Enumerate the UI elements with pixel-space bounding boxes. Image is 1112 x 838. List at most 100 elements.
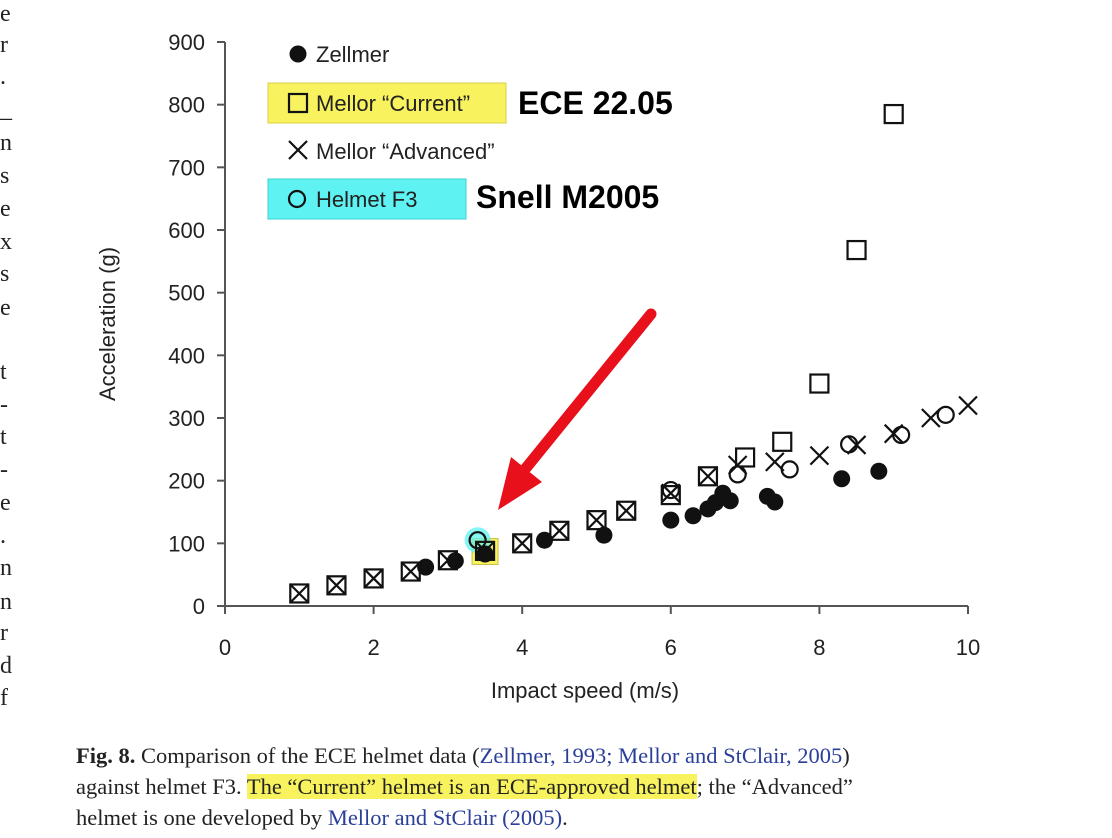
point-zellmer [417, 558, 435, 576]
y-tick-label: 800 [168, 93, 205, 118]
point-mellor-current [809, 373, 830, 394]
caption-text-2: ) [842, 743, 850, 768]
legend-marker-zellmer [289, 45, 307, 63]
point-mellor-advanced [289, 583, 310, 604]
point-mellor-current [772, 431, 793, 452]
column-fragment: - [0, 457, 8, 483]
point-mellor-advanced [661, 483, 681, 503]
point-helmet-f3 [840, 435, 859, 454]
point-zellmer [766, 493, 784, 511]
legend-label-f3: Helmet F3 [316, 187, 417, 212]
column-fragment: e [0, 490, 11, 516]
y-tick-label: 900 [168, 30, 205, 55]
y-tick-label: 300 [168, 406, 205, 431]
caption-highlight: The “Current” helmet is an ECE-approved … [246, 774, 697, 799]
point-mellor-advanced [363, 568, 384, 589]
point-zellmer [595, 526, 613, 544]
legend-marker-f3 [287, 189, 307, 209]
caption-reference-1[interactable]: Zellmer, 1993; Mellor and StClair, 2005 [479, 743, 843, 768]
point-mellor-current [400, 561, 421, 582]
column-fragment: t [0, 424, 7, 450]
y-tick-label: 0 [193, 594, 205, 619]
column-fragment: t [0, 359, 7, 385]
y-tick-label: 200 [168, 469, 205, 494]
column-fragment: e [0, 196, 11, 222]
point-zellmer [721, 492, 739, 510]
column-fragment: n [0, 589, 12, 615]
point-zellmer [662, 511, 680, 529]
column-fragment: r [0, 620, 8, 646]
column-fragment: e [0, 1, 11, 27]
x-tick-label: 2 [367, 635, 379, 660]
red-arrow-annotation [498, 308, 657, 510]
plot-area [289, 103, 978, 604]
point-mellor-advanced [727, 455, 748, 475]
legend-label-current: Mellor “Current” [316, 91, 470, 116]
x-axis-label: Impact speed (m/s) [491, 678, 679, 703]
x-tick-label: 10 [956, 635, 980, 660]
point-mellor-advanced [616, 500, 636, 521]
point-mellor-current [512, 533, 533, 554]
point-mellor-advanced [698, 466, 718, 487]
column-fragment: s [0, 261, 10, 287]
point-mellor-advanced [809, 445, 830, 466]
point-mellor-current [660, 484, 681, 506]
column-fragment: . [0, 523, 6, 549]
column-fragment: x [0, 229, 12, 255]
point-mellor-current [326, 575, 347, 596]
legend-marker-advanced [288, 140, 308, 160]
caption-text-4: ; the “Advanced” [696, 774, 853, 799]
column-fragment: _ [0, 97, 12, 123]
legend-label-zellmer: Zellmer [316, 42, 389, 67]
highlighted-point-mark [479, 545, 492, 558]
y-axis-label: Acceleration (g) [95, 247, 120, 401]
column-fragment: . [0, 64, 6, 90]
point-mellor-current [549, 520, 570, 541]
point-helmet-f3 [936, 405, 955, 424]
point-helmet-f3 [728, 465, 747, 484]
y-ticks: 0 100 200 300 400 500 600 700 800 900 [168, 30, 225, 619]
point-mellor-advanced [512, 533, 532, 554]
column-fragment: d [0, 653, 12, 679]
caption-fig-label: Fig. 8. [76, 743, 136, 768]
caption-reference-2[interactable]: Mellor and StClair (2005) [327, 805, 563, 830]
legend-marker-current [287, 92, 309, 114]
x-tick-label: 4 [516, 635, 528, 660]
column-fragment: - [0, 392, 8, 418]
point-mellor-advanced [549, 521, 570, 541]
legend-highlight-f3 [267, 178, 467, 220]
point-zellmer [684, 507, 702, 525]
y-tick-label: 400 [168, 343, 205, 368]
point-helmet-f3 [780, 460, 799, 479]
caption-text-5: helmet is one developed by [76, 805, 328, 830]
point-zellmer [833, 470, 851, 488]
point-mellor-advanced [326, 575, 347, 596]
adjacent-column-text: e r. _ n s e x s e t - t - e. n n r d f [0, 0, 20, 838]
annotation-snell: Snell M2005 [476, 179, 659, 215]
column-fragment: n [0, 130, 12, 156]
point-mellor-advanced [400, 561, 421, 582]
figure-caption: Fig. 8. Comparison of the ECE helmet dat… [76, 740, 1106, 833]
point-mellor-current [616, 500, 637, 521]
chart-legend: Zellmer Mellor “Current” Mellor “Advance… [267, 42, 673, 220]
chart-axes: 0 100 200 300 400 500 600 700 800 900 0 2 4 6 8 10 Imp… [95, 30, 980, 703]
y-tick-label: 500 [168, 281, 205, 306]
column-fragment: s [0, 163, 10, 189]
column-fragment: f [0, 685, 8, 711]
annotation-ece: ECE 22.05 [518, 85, 673, 121]
point-mellor-current [697, 466, 719, 487]
point-mellor-advanced [958, 395, 978, 416]
legend-label-advanced: Mellor “Advanced” [316, 139, 495, 164]
point-zellmer [535, 531, 553, 549]
x-tick-label: 8 [813, 635, 825, 660]
scatter-chart: 0 100 200 300 400 500 600 700 800 900 0 2 4 6 8 10 Imp… [95, 30, 980, 703]
y-tick-label: 600 [168, 218, 205, 243]
point-helmet-f3 [468, 531, 487, 550]
x-ticks: 0 2 4 6 8 10 [219, 606, 980, 660]
point-mellor-current [363, 568, 384, 589]
point-mellor-advanced [921, 408, 941, 428]
column-fragment: n [0, 555, 12, 581]
point-helmet-f3 [892, 425, 911, 445]
point-zellmer [870, 462, 888, 480]
x-tick-label: 6 [665, 635, 677, 660]
